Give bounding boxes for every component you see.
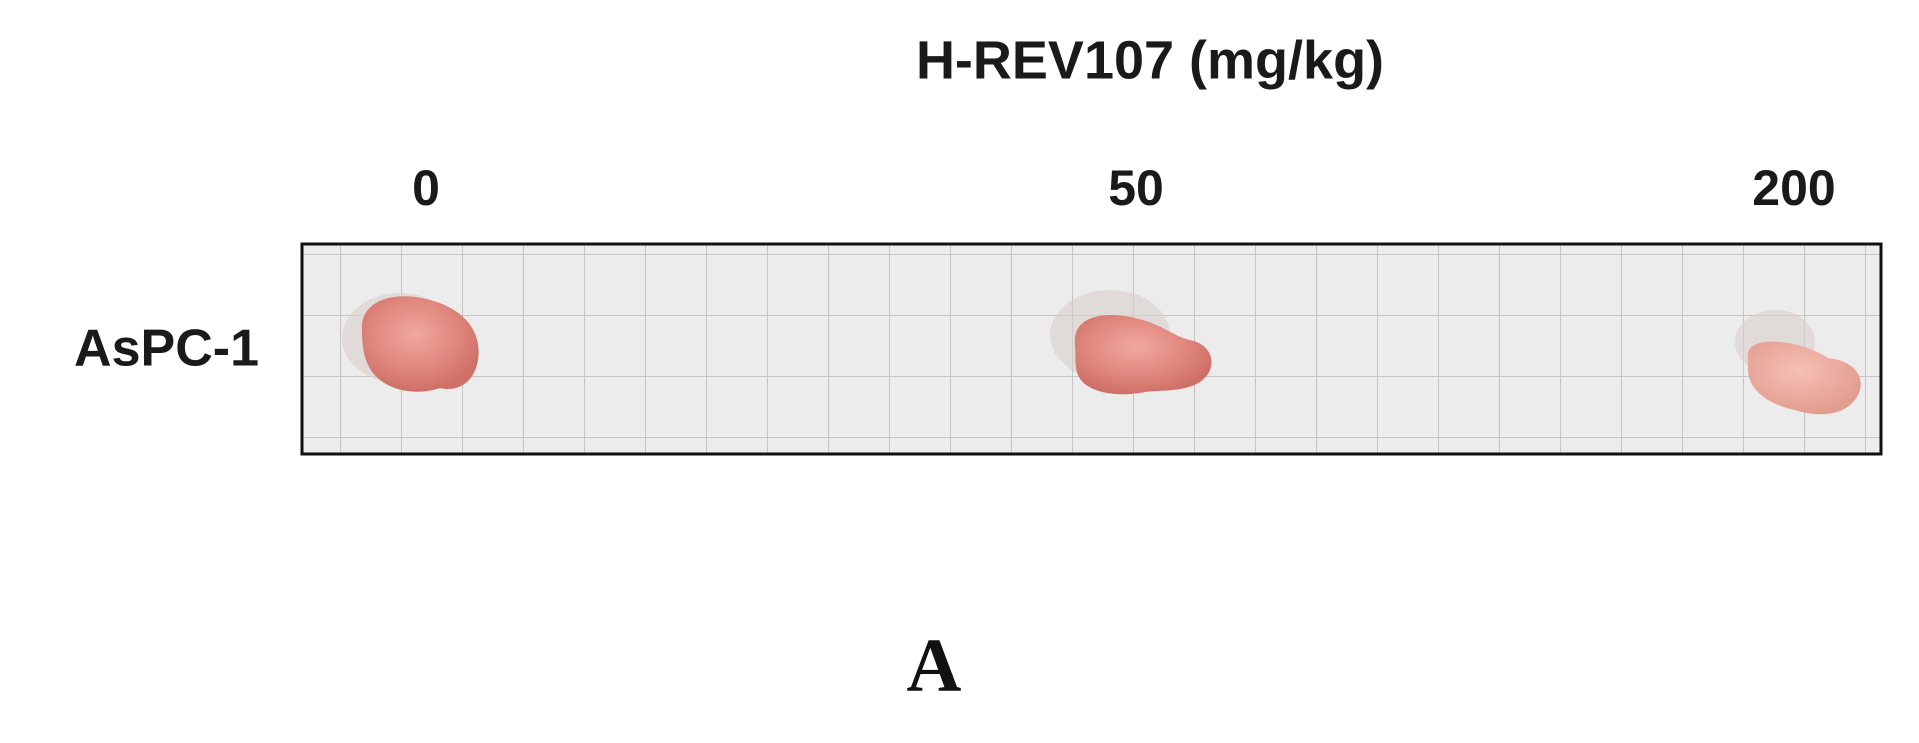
tumor (361, 296, 479, 392)
figure-title: H-REV107 (mg/kg) (916, 30, 1384, 90)
dose-label: 0 (412, 160, 440, 216)
panel-label: A (907, 623, 962, 707)
row-label: AsPC-1 (74, 320, 259, 378)
tumor-photo (300, 242, 1883, 456)
tumor (1747, 341, 1861, 415)
photo-border (300, 242, 1883, 456)
tumor (1074, 315, 1212, 395)
dose-label: 50 (1108, 160, 1164, 216)
dose-label: 200 (1752, 160, 1835, 216)
